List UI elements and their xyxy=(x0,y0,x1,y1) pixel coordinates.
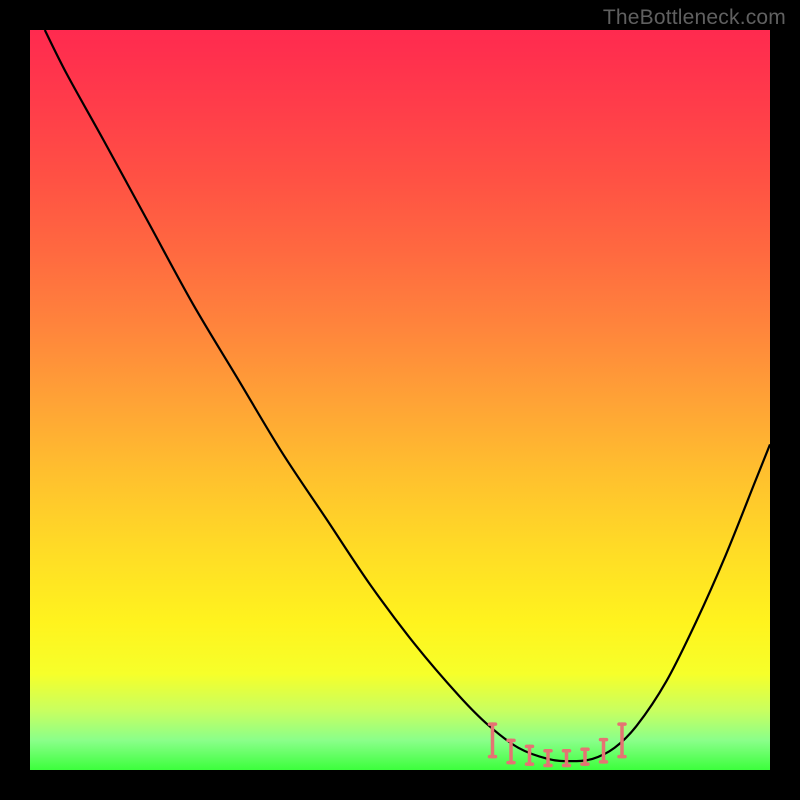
bottleneck-curve-chart xyxy=(30,30,770,770)
watermark-text: TheBottleneck.com xyxy=(603,6,786,30)
gradient-background xyxy=(30,30,770,770)
